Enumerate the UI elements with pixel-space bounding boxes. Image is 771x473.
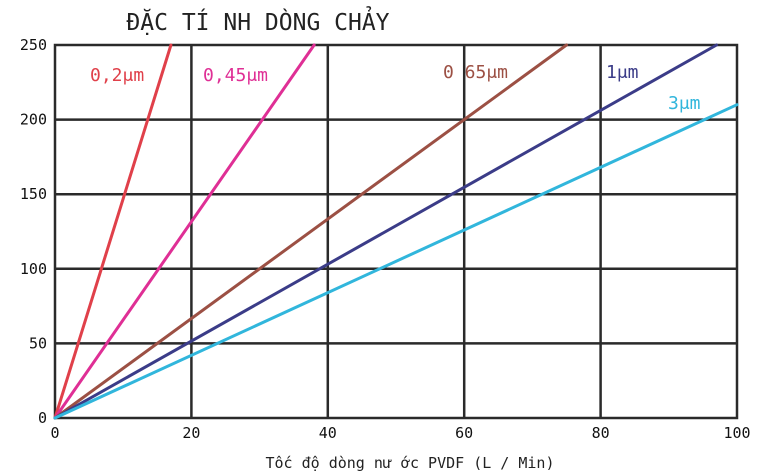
y-axis-ticks: 0 50 100 150 200 250 (20, 36, 47, 427)
y-tick-label: 150 (20, 185, 47, 203)
plot-area-frame (53, 43, 739, 420)
x-tick-label: 60 (455, 424, 473, 442)
x-axis-label: Tốc độ dòng nư ớc PVDF (L / Min) (266, 454, 555, 472)
series-label: 0 65μm (443, 62, 508, 83)
series-labels: 0,2μm 0,45μm 0 65μm 1μm 3μm (90, 62, 701, 114)
series-line (53, 103, 739, 420)
y-tick-label: 200 (20, 111, 47, 129)
chart-title: ĐẶC TÍ NH DÒNG CHẢY (126, 5, 389, 36)
y-tick-label: 0 (38, 409, 47, 427)
x-tick-label: 20 (182, 424, 200, 442)
x-tick-label: 40 (319, 424, 337, 442)
series-line (53, 43, 173, 420)
series-line (53, 43, 719, 420)
series-label: 0,2μm (90, 65, 144, 86)
series-line (53, 43, 568, 420)
series-label: 1μm (606, 62, 639, 83)
y-tick-label: 50 (29, 334, 47, 352)
series-lines (53, 43, 739, 420)
series-line (53, 43, 316, 420)
y-tick-label: 100 (20, 260, 47, 278)
x-tick-label: 80 (592, 424, 610, 442)
x-axis-ticks: 0 20 40 60 80 100 (50, 424, 750, 442)
x-tick-label: 0 (50, 424, 59, 442)
x-tick-label: 100 (723, 424, 750, 442)
series-label: 3μm (668, 93, 701, 114)
grid (53, 43, 739, 420)
series-label: 0,45μm (203, 65, 268, 86)
y-tick-label: 250 (20, 36, 47, 54)
